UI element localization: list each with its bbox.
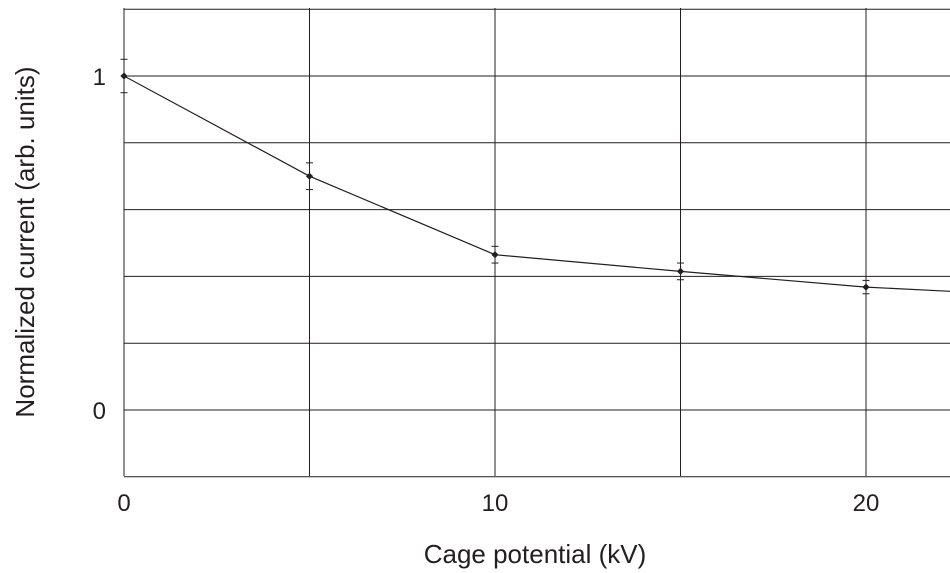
data-point [676, 267, 685, 275]
y-axis-label: Normalized current (arb. units) [10, 66, 40, 417]
x-tick-label: 0 [117, 490, 130, 517]
grid [123, 8, 950, 478]
data-point [305, 172, 314, 180]
x-tick-label: 20 [853, 490, 880, 517]
tick-labels: 01020304001 [93, 64, 880, 517]
series-line [123, 75, 950, 292]
y-tick-label: 1 [93, 64, 106, 91]
series [120, 58, 950, 295]
y-tick-label: 0 [93, 398, 106, 425]
x-axis-label: Cage potential (kV) [424, 539, 647, 569]
data-point [120, 72, 128, 80]
data-point [862, 283, 870, 291]
x-tick-label: 10 [482, 490, 509, 517]
data-point [491, 251, 499, 259]
